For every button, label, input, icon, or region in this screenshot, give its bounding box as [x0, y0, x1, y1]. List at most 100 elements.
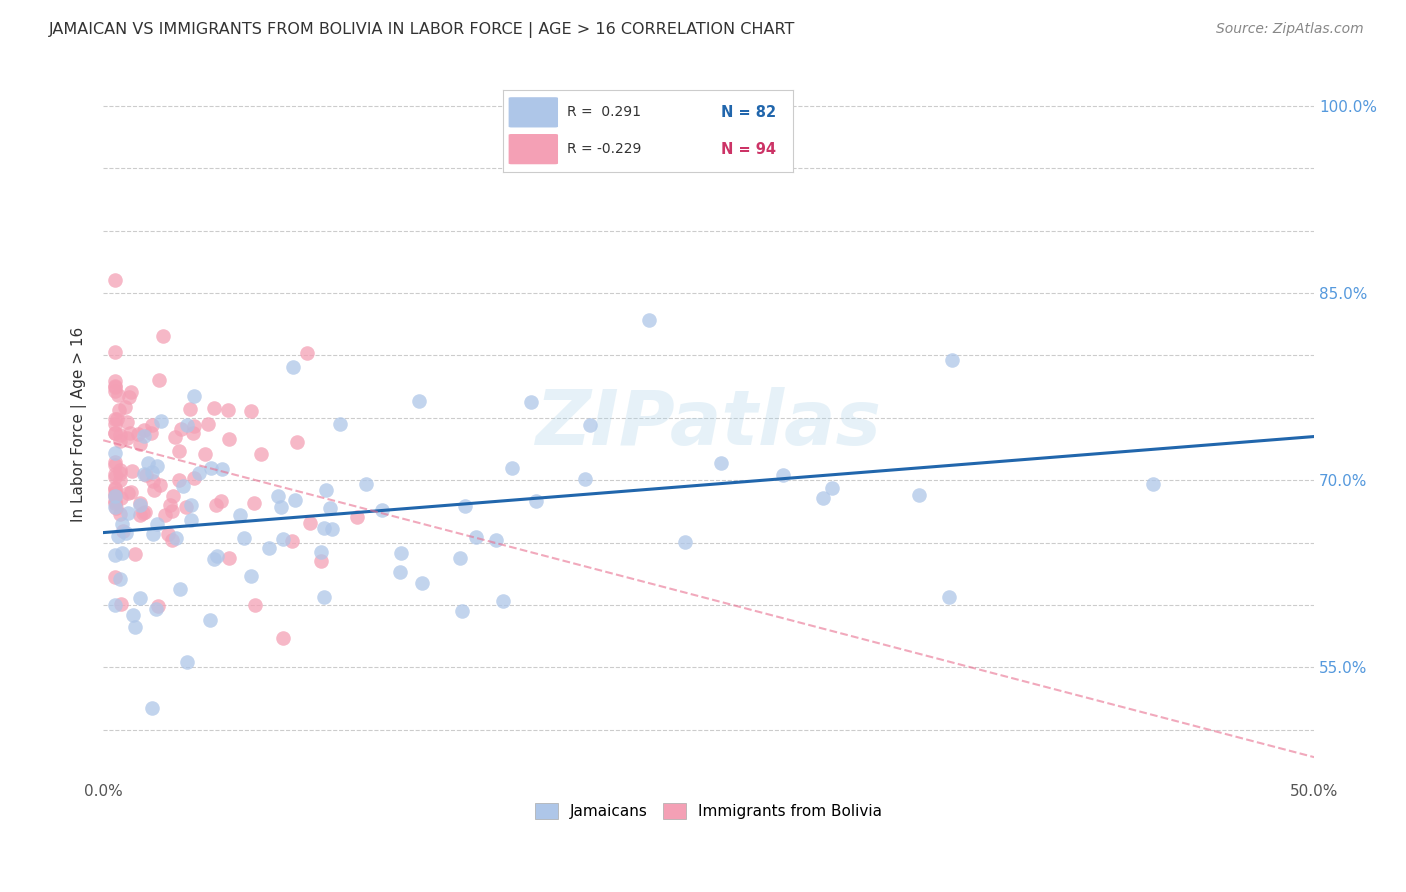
- Point: [314, 590, 336, 604]
- Point: [297, 346, 319, 360]
- Point: [281, 360, 304, 375]
- Point: [821, 481, 844, 495]
- Point: [118, 390, 141, 404]
- Point: [464, 531, 486, 545]
- Point: [104, 380, 127, 394]
- Point: [205, 498, 228, 512]
- Point: [129, 437, 152, 451]
- Point: [104, 494, 127, 508]
- Point: [105, 412, 128, 426]
- Point: [243, 496, 266, 510]
- Point: [315, 483, 337, 497]
- Point: [104, 273, 127, 287]
- Point: [104, 345, 127, 359]
- Point: [107, 403, 129, 417]
- Point: [772, 467, 794, 482]
- Point: [309, 554, 332, 568]
- Point: [346, 510, 368, 524]
- Point: [108, 463, 131, 477]
- Point: [218, 432, 240, 446]
- Point: [138, 456, 160, 470]
- Point: [104, 467, 127, 481]
- Point: [941, 352, 963, 367]
- Point: [120, 484, 142, 499]
- Point: [183, 471, 205, 485]
- Point: [176, 417, 198, 432]
- Point: [150, 414, 173, 428]
- Point: [128, 498, 150, 512]
- Point: [813, 491, 835, 505]
- Point: [250, 447, 273, 461]
- Point: [321, 523, 343, 537]
- Point: [104, 379, 127, 393]
- Point: [149, 478, 172, 492]
- Point: [183, 389, 205, 403]
- Point: [134, 429, 156, 443]
- Point: [309, 545, 332, 559]
- Point: [110, 491, 132, 505]
- Point: [108, 573, 131, 587]
- Point: [356, 477, 378, 491]
- Point: [156, 527, 179, 541]
- Y-axis label: In Labor Force | Age > 16: In Labor Force | Age > 16: [72, 326, 87, 522]
- Point: [181, 425, 204, 440]
- Point: [134, 467, 156, 481]
- Point: [104, 458, 127, 472]
- Point: [146, 516, 169, 531]
- Point: [110, 428, 132, 442]
- Point: [115, 431, 138, 445]
- Point: [117, 486, 139, 500]
- Text: Source: ZipAtlas.com: Source: ZipAtlas.com: [1216, 22, 1364, 37]
- Point: [519, 395, 541, 409]
- Point: [165, 531, 187, 545]
- Point: [202, 401, 225, 416]
- Point: [104, 454, 127, 468]
- Point: [411, 576, 433, 591]
- Point: [162, 489, 184, 503]
- Point: [312, 521, 335, 535]
- Text: ZIPatlas: ZIPatlas: [536, 387, 882, 461]
- Point: [104, 486, 127, 500]
- Point: [105, 500, 128, 515]
- Point: [160, 533, 183, 547]
- Point: [273, 631, 295, 645]
- Point: [280, 533, 302, 548]
- Point: [197, 417, 219, 431]
- Point: [637, 313, 659, 327]
- Point: [165, 430, 187, 444]
- Point: [114, 526, 136, 541]
- Point: [284, 492, 307, 507]
- Point: [299, 516, 322, 531]
- Point: [257, 541, 280, 556]
- Point: [270, 500, 292, 514]
- Point: [183, 419, 205, 434]
- Point: [209, 493, 232, 508]
- Point: [155, 508, 177, 523]
- Point: [104, 490, 127, 504]
- Point: [218, 551, 240, 566]
- Point: [122, 607, 145, 622]
- Point: [232, 531, 254, 545]
- Point: [167, 443, 190, 458]
- Point: [908, 488, 931, 502]
- Point: [111, 524, 134, 538]
- Point: [117, 506, 139, 520]
- Point: [160, 504, 183, 518]
- Point: [673, 534, 696, 549]
- Point: [146, 599, 169, 613]
- Point: [107, 529, 129, 543]
- Point: [135, 468, 157, 483]
- Point: [141, 701, 163, 715]
- Text: JAMAICAN VS IMMIGRANTS FROM BOLIVIA IN LABOR FORCE | AGE > 16 CORRELATION CHART: JAMAICAN VS IMMIGRANTS FROM BOLIVIA IN L…: [49, 22, 796, 38]
- Point: [110, 597, 132, 611]
- Point: [129, 591, 152, 605]
- Point: [200, 461, 222, 475]
- Point: [492, 594, 515, 608]
- Point: [205, 549, 228, 564]
- Point: [104, 412, 127, 426]
- Point: [120, 384, 142, 399]
- Point: [110, 466, 132, 480]
- Point: [104, 384, 127, 398]
- Point: [579, 418, 602, 433]
- Point: [114, 401, 136, 415]
